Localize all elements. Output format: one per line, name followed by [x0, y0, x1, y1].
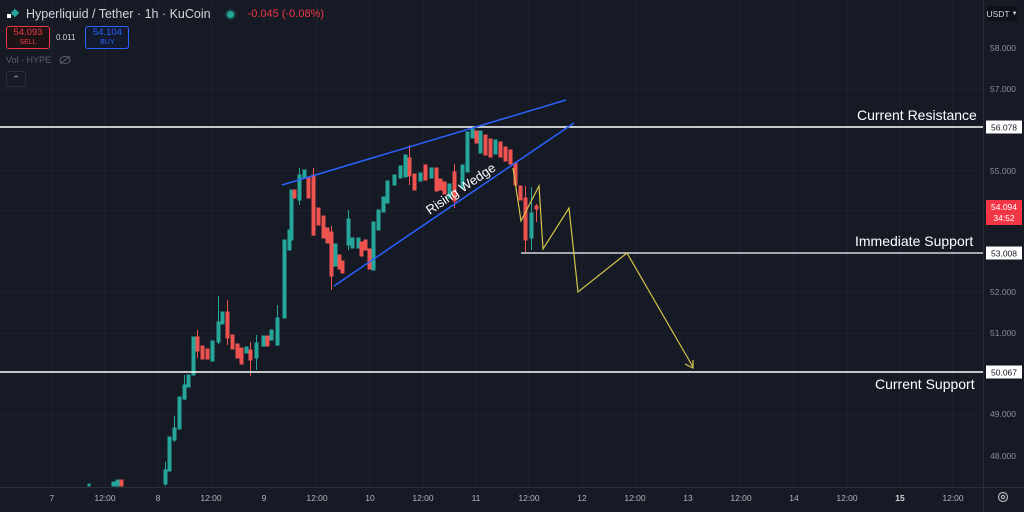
- chart-pane[interactable]: Current Resistance Immediate Support Cur…: [0, 0, 983, 487]
- time-tick: 12:00: [306, 493, 328, 503]
- time-axis[interactable]: [0, 487, 983, 512]
- current-support-price-label: 50.067: [986, 365, 1022, 379]
- time-tick: 14: [789, 493, 799, 503]
- current-support-annotation[interactable]: Current Support: [875, 376, 975, 392]
- tradingview-logo-icon: [7, 8, 20, 18]
- time-tick: 12:00: [836, 493, 858, 503]
- currency-selector[interactable]: USDT ▼: [986, 6, 1018, 21]
- time-tick: 12: [577, 493, 587, 503]
- wedge-upper-line: [281, 99, 567, 186]
- symbol-title[interactable]: Hyperliquid / Tether · 1h · KuCoin: [26, 7, 211, 21]
- sell-label: SELL: [19, 38, 37, 46]
- resistance-annotation[interactable]: Current Resistance: [857, 107, 977, 123]
- candlesticks: [87, 127, 539, 487]
- last-price-label: 54.094 34:52: [986, 200, 1022, 225]
- price-tick: 51.000: [990, 328, 1016, 338]
- time-tick: 12:00: [730, 493, 752, 503]
- time-tick: 15: [895, 493, 905, 503]
- bar-countdown: 34:52: [993, 212, 1015, 223]
- time-tick: 7: [49, 493, 55, 503]
- chevron-up-icon: ⌃: [12, 73, 20, 84]
- collapse-legend-button[interactable]: ⌃: [6, 71, 26, 87]
- time-tick: 12:00: [518, 493, 540, 503]
- buy-button[interactable]: 54.104 BUY: [85, 26, 130, 49]
- market-status-dot: [226, 10, 234, 18]
- time-tick: 13: [683, 493, 693, 503]
- price-tick: 49.000: [990, 409, 1016, 419]
- last-price: 54.094: [991, 201, 1017, 212]
- sell-button[interactable]: 54.093 SELL: [6, 26, 50, 49]
- resistance-price-label: 56.078: [986, 120, 1022, 134]
- price-tick: 58.000: [990, 43, 1016, 53]
- immediate-support-price-label: 53.008: [986, 246, 1022, 260]
- time-tick: 12:00: [624, 493, 646, 503]
- wedge-lower-line: [333, 122, 575, 287]
- time-tick: 11: [471, 493, 481, 503]
- price-tick: 52.000: [990, 287, 1016, 297]
- buy-label: BUY: [100, 38, 115, 46]
- chevron-down-icon: ▼: [1011, 10, 1018, 17]
- immediate-support-annotation[interactable]: Immediate Support: [855, 233, 974, 249]
- buy-price: 54.104: [92, 26, 122, 38]
- settings-icon[interactable]: [997, 491, 1009, 503]
- price-tick: 48.000: [990, 451, 1016, 461]
- time-tick: 12:00: [942, 493, 964, 503]
- axis-corner: [983, 487, 1024, 512]
- price-tick: 57.000: [990, 84, 1016, 94]
- price-tick: 55.000: [990, 166, 1016, 176]
- chart-legend: Hyperliquid / Tether · 1h · KuCoin -0.04…: [6, 4, 324, 87]
- price-change: -0.045 (-0.08%): [247, 8, 325, 20]
- eye-off-icon[interactable]: [59, 55, 71, 65]
- currency-label: USDT: [986, 8, 1010, 19]
- time-tick: 8: [155, 493, 161, 503]
- time-tick: 12:00: [200, 493, 222, 503]
- time-tick: 10: [365, 493, 375, 503]
- time-tick: 9: [261, 493, 267, 503]
- time-tick: 12:00: [94, 493, 116, 503]
- price-axis[interactable]: [983, 0, 1024, 487]
- spread-value: 0.011: [56, 33, 76, 42]
- time-tick: 12:00: [412, 493, 434, 503]
- projection-path: [512, 167, 694, 368]
- volume-indicator-label[interactable]: Vol · HYPE: [6, 55, 52, 65]
- arrow-head-icon: [684, 360, 694, 369]
- chart-canvas[interactable]: [0, 0, 983, 487]
- sell-price: 54.093: [13, 26, 43, 38]
